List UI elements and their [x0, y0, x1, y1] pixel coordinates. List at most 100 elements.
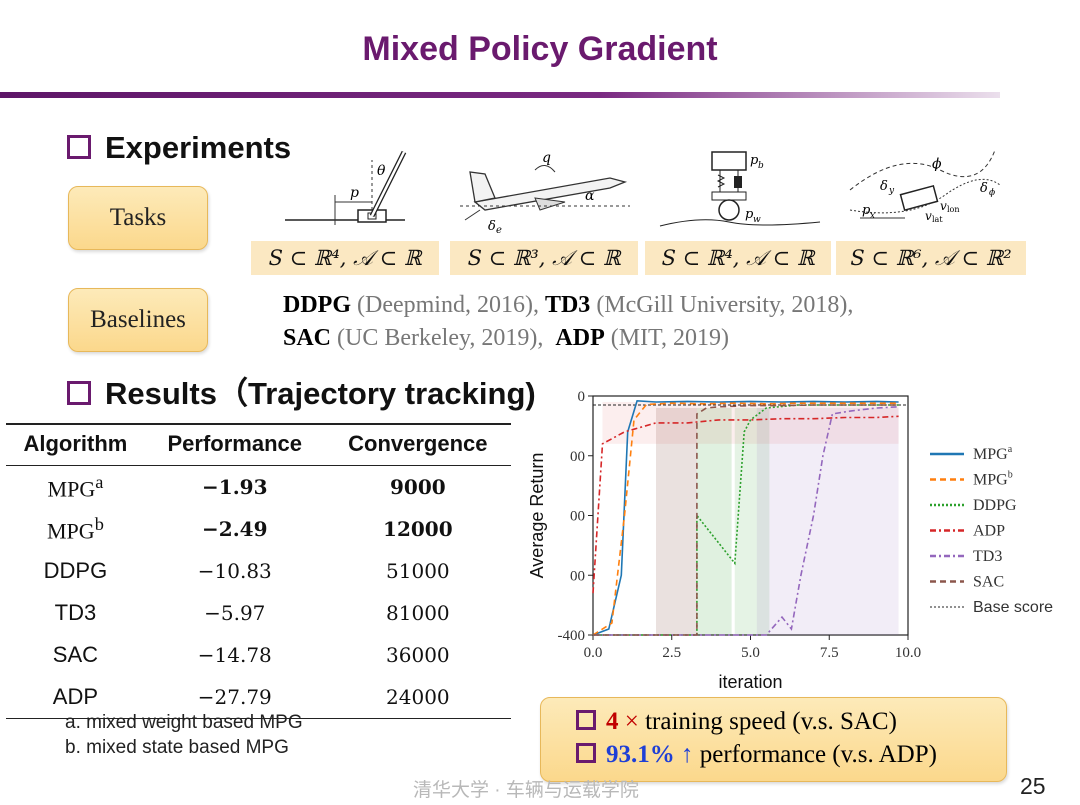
task-illustrations: p θ q α δ e p b p w p x δ y [285, 149, 1001, 236]
convergence-cell: 9000 [389, 475, 446, 499]
convergence-cell: 81000 [386, 601, 450, 625]
y-tick-label: 00 [570, 449, 585, 465]
svg-text:v: v [940, 199, 947, 213]
speed-text: training speed (v.s. SAC) [638, 708, 897, 735]
baseline-source: (McGill University, 2018), [590, 292, 854, 318]
speed-factor: 4 [606, 708, 619, 735]
algorithm-cell: TD3 [6, 592, 145, 634]
tasks-label-text: Tasks [109, 204, 167, 231]
ddpg-variance-band [696, 407, 732, 635]
performance-cell: −1.93 [202, 475, 268, 499]
training-curve-chart: 0.0 2.5 5.0 7.5 10.00000000-400iterationAver… [527, 390, 1053, 692]
legend-label: DDPG [973, 497, 1017, 514]
performance-text: performance (v.s. ADP) [693, 741, 937, 768]
pendulum-diagram-icon: p θ [285, 150, 407, 225]
footnote-a: a. mixed weight based MPG [65, 712, 303, 733]
legend-label: SAC [973, 574, 1004, 591]
footer-institution: 清华大学 · 车辆与运载学院 [413, 780, 639, 801]
suspension-diagram-icon: p b p w [659, 151, 821, 227]
svg-text:ϕ: ϕ [989, 188, 995, 198]
series-line-mpg-b [592, 402, 899, 636]
col-header-algorithm: Algorithm [6, 423, 145, 466]
vehicle-tracking-diagram-icon: p x δ y ϕ δ ϕ v lon v lat [849, 149, 1001, 224]
svg-text:δ: δ [880, 179, 888, 194]
table-row: ADP −27.79 24000 [6, 676, 511, 719]
aircraft-diagram-icon: q α δ e [460, 150, 630, 236]
svg-text:δ: δ [980, 181, 988, 196]
series-line-td3 [593, 406, 899, 636]
baseline-name: DDPG [283, 292, 351, 318]
svg-text:p: p [350, 185, 359, 201]
callout-line-speed: 4 × training speed (v.s. SAC) [576, 708, 897, 736]
svg-text:lon: lon [947, 205, 960, 214]
x-tick-label: 7.5 [820, 645, 839, 661]
x-tick-label: 5.0 [741, 645, 760, 661]
performance-cell: −2.49 [202, 517, 268, 541]
svg-text:v: v [925, 209, 932, 223]
algorithm-variant: b [94, 513, 104, 534]
convergence-cell: 24000 [324, 676, 511, 719]
algorithm-variant: a [95, 471, 104, 492]
task-space-2: S ⊂ ℝ³, 𝒜 ⊂ ℝ [450, 241, 638, 275]
svg-text:lat: lat [932, 215, 943, 224]
bullet-square-icon [576, 710, 596, 730]
algorithm-cell: MPGa [6, 466, 145, 509]
td3-variance-band [756, 407, 899, 635]
algorithm-cell: SAC [6, 634, 145, 676]
algorithm-name: SAC [52, 642, 99, 667]
baselines-label: Baselines [68, 288, 208, 352]
ddpg-variance-band [734, 407, 770, 635]
svg-text:e: e [496, 225, 502, 236]
table-row: SAC −14.78 36000 [6, 634, 511, 676]
algorithm-name: ADP [52, 684, 99, 709]
sac-variance-band [656, 407, 697, 635]
y-axis-title: Average Return [527, 453, 547, 579]
title-underline [0, 92, 1000, 98]
svg-text:θ: θ [377, 163, 386, 179]
performance-cell: −27.79 [144, 676, 325, 719]
baselines-line-2: SAC (UC Berkeley, 2019), ADP (MIT, 2019) [283, 325, 729, 352]
svg-text:w: w [753, 215, 761, 225]
legend-label-sup: a [1008, 444, 1013, 455]
algorithm-cell: MPGb [6, 508, 145, 550]
legend-label: Base score [973, 599, 1053, 616]
plot-frame [592, 395, 909, 636]
svg-text:p: p [750, 153, 759, 168]
bullet-square-icon [576, 743, 596, 763]
legend-label: TD3 [973, 548, 1002, 565]
page-number: 25 [1020, 773, 1046, 799]
table-row: TD3 −5.97 81000 [6, 592, 511, 634]
svg-text:b: b [758, 161, 764, 171]
algorithm-name: MPG [47, 476, 96, 502]
callout-line-performance: 93.1% ↑ performance (v.s. ADP) [576, 741, 937, 769]
baseline-source: (UC Berkeley, 2019), [331, 325, 556, 351]
convergence-cell: 12000 [383, 517, 453, 541]
algorithm-cell: DDPG [6, 550, 145, 592]
algorithm-cell: ADP [6, 676, 145, 719]
series-line-mpg-a [592, 399, 899, 636]
y-tick-label: -400 [558, 628, 586, 644]
results-heading-text: Results（Trajectory tracking) [105, 376, 536, 411]
baseline-source: (Deepmind, 2016), [351, 292, 545, 318]
svg-text:p: p [745, 207, 754, 222]
task-space-1: S ⊂ ℝ⁴, 𝒜 ⊂ ℝ [251, 241, 439, 275]
baseline-source: (MIT, 2019) [604, 325, 729, 351]
algorithm-name: DDPG [43, 558, 108, 583]
bullet-square-icon [67, 380, 91, 405]
performance-cell: −10.83 [197, 559, 272, 583]
x-tick-label: 2.5 [662, 645, 681, 661]
footnote-b: b. mixed state based MPG [65, 737, 289, 758]
y-tick-label: 0 [578, 390, 586, 405]
svg-text:y: y [888, 186, 895, 196]
y-tick-label: 00 [570, 568, 585, 584]
x-tick-label: 0.0 [584, 645, 603, 661]
performance-cell: −14.78 [197, 643, 272, 667]
results-table-body: MPGa −1.93 9000 MPGb −2.49 12000 DDPG −10.83 510… [6, 466, 511, 719]
task-space-3: S ⊂ ℝ⁴, 𝒜 ⊂ ℝ [645, 241, 831, 275]
baseline-name: SAC [283, 325, 332, 351]
task-space-4: S ⊂ ℝ⁶, 𝒜 ⊂ ℝ² [836, 241, 1026, 275]
legend-label: MPGa [973, 444, 1013, 463]
svg-text:q: q [542, 150, 551, 166]
adp-variance-band [602, 401, 899, 444]
table-row: MPGa −1.93 9000 [6, 466, 511, 509]
